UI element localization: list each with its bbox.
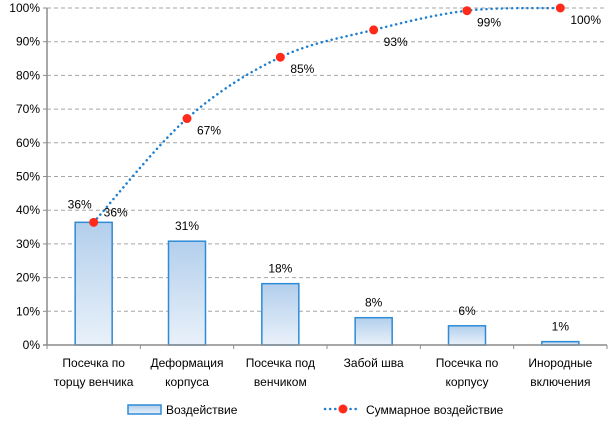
y-axis: 0% 10% 20% 30% 40% 50% 60% 70% 80% 90% 100% xyxy=(9,1,48,352)
cumulative-value-label: 100% xyxy=(570,13,601,27)
y-tick-label: 30% xyxy=(16,237,40,251)
x-tick-label: Деформация xyxy=(150,356,223,370)
cumulative-line-path xyxy=(92,6,562,224)
x-tick-label: корпусу xyxy=(445,375,488,389)
legend-bar-swatch xyxy=(127,404,162,415)
bars: 36% 31% 18% 8% 6% 1% xyxy=(68,197,580,346)
legend-marker-swatch xyxy=(338,404,348,414)
x-tick-label: Посечка по xyxy=(62,356,125,370)
bar-value-label: 36% xyxy=(68,197,92,211)
y-tick-label: 70% xyxy=(16,102,40,116)
y-tick-label: 20% xyxy=(16,271,40,285)
x-axis: Посечка по торцу венчика Деформация корпуса… xyxy=(43,344,608,389)
cumulative-value-label: 99% xyxy=(477,16,501,30)
cumulative-point xyxy=(89,217,99,227)
x-tick-label: Забой шва xyxy=(344,356,404,370)
y-tick-label: 60% xyxy=(16,136,40,150)
bar-value-label: 18% xyxy=(268,262,292,276)
y-tick-label: 40% xyxy=(16,203,40,217)
x-tick-label: торцу венчика xyxy=(54,375,134,389)
y-tick-label: 100% xyxy=(9,1,40,15)
x-tick-label: Инородные xyxy=(528,356,592,370)
gridlines xyxy=(47,7,607,312)
y-tick-label: 90% xyxy=(16,35,40,49)
bar-value-label: 31% xyxy=(175,219,199,233)
cumulative-point xyxy=(555,3,565,13)
x-tick-label: включения xyxy=(530,375,590,389)
bar xyxy=(261,282,300,346)
bar xyxy=(354,316,393,346)
bar xyxy=(167,240,207,346)
cumulative-value-label: 93% xyxy=(384,35,408,49)
y-tick-label: 80% xyxy=(16,68,40,82)
cumulative-point xyxy=(182,114,192,124)
x-tick-label: венчиком xyxy=(254,375,307,389)
bar-value-label: 6% xyxy=(458,304,476,318)
cumulative-point xyxy=(275,52,285,62)
x-tick-label: корпуса xyxy=(165,375,209,389)
legend: Воздействие Суммарное воздействие xyxy=(127,403,504,417)
bar xyxy=(74,221,113,346)
y-tick-label: 50% xyxy=(16,170,40,184)
cumulative-value-label: 85% xyxy=(290,62,314,76)
x-tick-label: Посечка под xyxy=(246,356,315,370)
cumulative-value-label: 36% xyxy=(104,205,128,219)
cumulative-line: 36% 67% 85% 93% 99% 100% xyxy=(89,3,601,227)
y-tick-label: 10% xyxy=(16,304,40,318)
legend-line-label: Суммарное воздействие xyxy=(366,403,504,417)
x-tick-label: Посечка по xyxy=(436,356,499,370)
y-tick-label: 0% xyxy=(23,338,41,352)
bar-value-label: 8% xyxy=(365,296,383,310)
legend-bar-label: Воздействие xyxy=(166,403,238,417)
bar-value-label: 1% xyxy=(552,320,570,334)
cumulative-point xyxy=(462,6,472,16)
cumulative-value-label: 67% xyxy=(197,124,221,138)
bar xyxy=(447,325,487,346)
cumulative-point xyxy=(369,25,379,35)
